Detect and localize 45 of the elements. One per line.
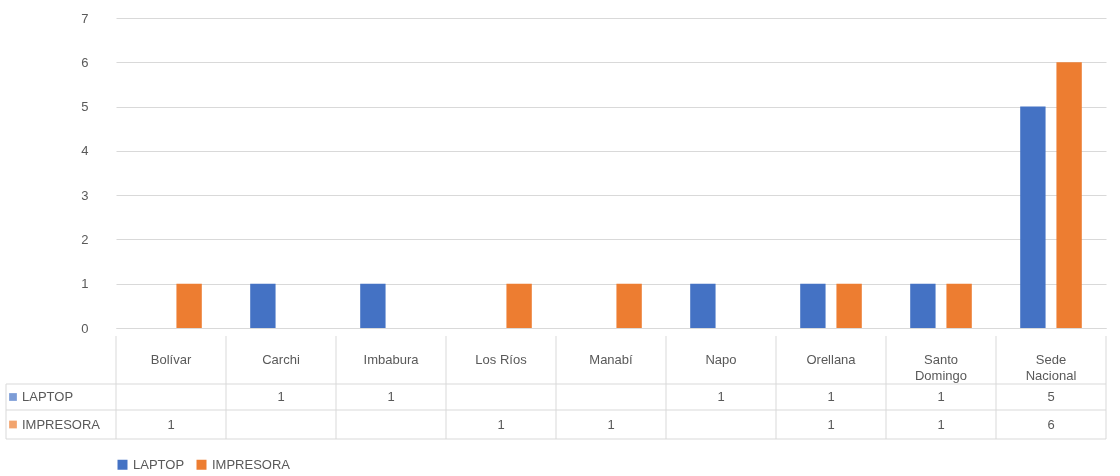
- x-tick-label: Orellana: [806, 352, 857, 367]
- bar: [910, 283, 936, 328]
- data-label: 1: [827, 389, 835, 404]
- x-tick-label: Los Ríos: [475, 352, 528, 367]
- legend-label: IMPRESORA: [22, 416, 101, 432]
- data-label: 5: [1047, 389, 1055, 404]
- y-tick-label: 7: [81, 10, 89, 26]
- data-label: 1: [717, 389, 725, 404]
- legend-label: LAPTOP: [133, 456, 185, 472]
- x-tick-label: Carchi: [262, 352, 300, 367]
- x-tick-label: Napo: [705, 352, 737, 367]
- y-tick-label: 2: [81, 231, 89, 247]
- data-label: 1: [277, 389, 285, 404]
- x-tick-label: Manabí: [589, 352, 634, 367]
- bar: [690, 283, 716, 328]
- data-label: 1: [607, 416, 615, 432]
- data-label: 1: [937, 389, 945, 404]
- data-label: 1: [167, 416, 175, 432]
- text: LAPTOP: [22, 389, 74, 404]
- bar: [250, 283, 276, 328]
- bar: [836, 283, 862, 328]
- x-tick-label: Sede Nacional: [1025, 352, 1077, 383]
- data-label: 6: [1047, 416, 1055, 432]
- bar: [946, 283, 972, 328]
- data-label: 1: [497, 416, 505, 432]
- y-tick-label: 4: [81, 143, 89, 159]
- x-tick-label: Imbabura: [363, 352, 420, 367]
- y-tick-label: 3: [81, 187, 89, 203]
- data-label: 1: [387, 389, 395, 404]
- bar: [176, 283, 202, 328]
- bar: [1056, 62, 1082, 328]
- bar: [1020, 106, 1046, 328]
- y-tick-label: 0: [81, 320, 89, 336]
- bar: [360, 283, 386, 328]
- bar: [616, 283, 642, 328]
- bar: [506, 283, 532, 328]
- y-tick-label: 1: [81, 276, 89, 292]
- data-label: 1: [937, 416, 945, 432]
- x-tick-label: Santo Domingo: [914, 352, 968, 383]
- bar: [800, 283, 826, 328]
- text: IMPRESORA: [212, 456, 291, 472]
- x-tick-label: Bolívar: [150, 352, 192, 367]
- y-tick-label: 6: [81, 54, 89, 70]
- data-label: 1: [827, 416, 835, 432]
- y-tick-label: 5: [81, 99, 89, 115]
